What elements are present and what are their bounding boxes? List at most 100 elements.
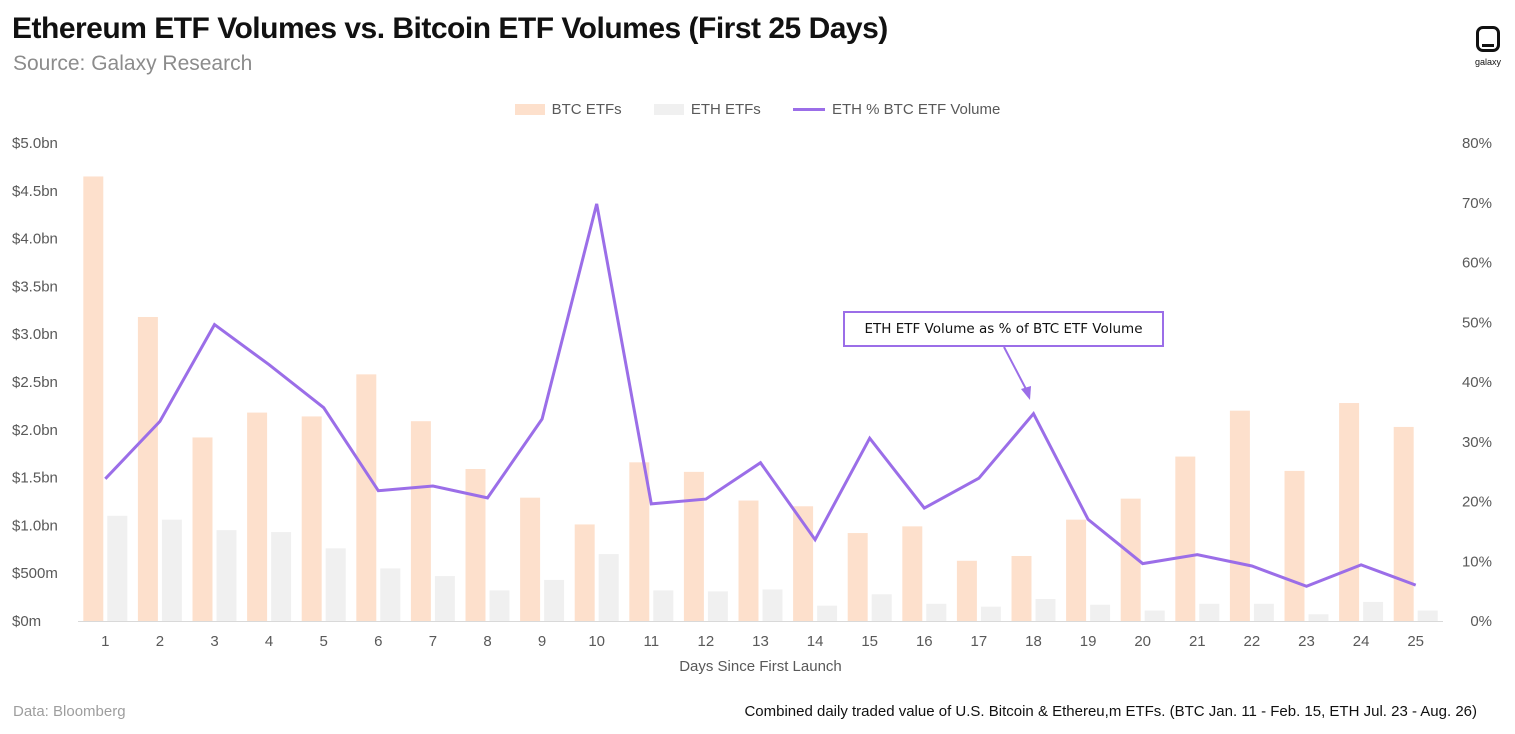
bar-eth xyxy=(325,548,346,621)
legend-label-ratio: ETH % BTC ETF Volume xyxy=(831,100,1001,118)
x-tick-label: 2 xyxy=(156,633,164,650)
x-tick-label: 3 xyxy=(210,633,218,650)
y-left-tick-label: $0m xyxy=(12,613,41,630)
x-tick-label: 17 xyxy=(971,633,988,650)
bar-btc xyxy=(1011,555,1032,621)
y-left-tick-label: $2.0bn xyxy=(12,422,58,439)
x-tick-label: 5 xyxy=(320,633,328,650)
y-left-tick-label: $2.5bn xyxy=(12,374,58,391)
bar-eth xyxy=(489,590,510,621)
bar-eth xyxy=(1363,601,1384,621)
y-left-tick-label: $4.0bn xyxy=(12,231,58,248)
legend-swatch-eth xyxy=(653,104,684,116)
footer-note: Combined daily traded value of U.S. Bitc… xyxy=(744,703,1477,720)
bar-eth xyxy=(380,568,401,621)
bar-btc xyxy=(1339,403,1360,621)
bar-btc xyxy=(1066,519,1087,621)
bar-btc xyxy=(83,176,104,621)
bar-btc xyxy=(1393,426,1414,621)
bar-eth xyxy=(980,606,1001,621)
y-left-tick-label: $3.5bn xyxy=(12,278,58,295)
x-tick-label: 13 xyxy=(752,633,769,650)
y-right-tick-label: 20% xyxy=(1462,494,1492,511)
bar-eth xyxy=(1035,599,1056,621)
bar-btc xyxy=(410,421,431,621)
bar-btc xyxy=(356,374,377,621)
x-tick-label: 23 xyxy=(1298,633,1315,650)
x-tick-label: 24 xyxy=(1353,633,1370,650)
bar-eth xyxy=(1253,603,1274,621)
annotation-arrowhead xyxy=(1021,386,1031,400)
y-right-tick-label: 0% xyxy=(1470,613,1492,630)
bar-eth xyxy=(1144,610,1165,621)
annotation-arrow xyxy=(1003,346,1028,392)
footer-data-source: Data: Bloomberg xyxy=(13,703,126,720)
y-right-tick-label: 80% xyxy=(1462,135,1492,152)
bar-eth xyxy=(271,532,292,621)
y-left-tick-label: $1.5bn xyxy=(12,470,58,487)
bar-btc xyxy=(1229,410,1250,621)
x-tick-label: 1 xyxy=(101,633,109,650)
x-tick-label: 14 xyxy=(807,633,824,650)
bar-eth xyxy=(871,594,892,621)
bar-btc xyxy=(793,506,814,621)
annotation-box: ETH ETF Volume as % of BTC ETF Volume xyxy=(843,311,1164,347)
bar-eth xyxy=(434,576,455,621)
legend-item-eth: ETH ETFs xyxy=(653,101,761,118)
y-left-tick-label: $3.0bn xyxy=(12,326,58,343)
bar-btc xyxy=(192,437,213,621)
legend-swatch-btc xyxy=(514,104,545,116)
bar-btc xyxy=(738,500,759,621)
bar-btc xyxy=(137,316,158,621)
x-tick-label: 15 xyxy=(861,633,878,650)
bar-btc xyxy=(847,533,868,621)
bar-eth xyxy=(653,590,674,621)
x-tick-label: 9 xyxy=(538,633,546,650)
bar-btc xyxy=(1175,456,1196,621)
bar-btc xyxy=(301,416,322,621)
bar-eth xyxy=(598,554,619,621)
galaxy-logo-text: galaxy xyxy=(1474,57,1501,67)
y-right-tick-label: 30% xyxy=(1462,434,1492,451)
galaxy-logo-icon xyxy=(1476,26,1500,52)
bar-btc xyxy=(1120,498,1141,621)
chart-subtitle: Source: Galaxy Research xyxy=(13,52,253,75)
x-tick-label: 18 xyxy=(1025,633,1042,650)
x-tick-label: 8 xyxy=(483,633,491,650)
legend-label-btc: BTC ETFs xyxy=(551,100,622,118)
y-right-tick-label: 40% xyxy=(1462,374,1492,391)
y-left-tick-label: $500m xyxy=(12,565,58,582)
x-tick-label: 11 xyxy=(644,633,660,650)
bar-eth xyxy=(1199,603,1220,621)
bar-eth xyxy=(161,519,182,621)
y-left-tick-label: $5.0bn xyxy=(12,135,58,152)
bar-btc xyxy=(683,471,704,621)
x-tick-label: 7 xyxy=(429,633,437,650)
bar-eth xyxy=(216,530,237,621)
x-tick-label: 10 xyxy=(588,633,605,650)
bar-eth xyxy=(707,591,728,621)
x-tick-label: 22 xyxy=(1244,633,1261,650)
galaxy-logo: galaxy xyxy=(1468,26,1510,70)
x-tick-label: 16 xyxy=(916,633,933,650)
bar-btc xyxy=(465,468,486,621)
x-tick-label: 25 xyxy=(1407,633,1424,650)
y-right-tick-label: 60% xyxy=(1462,255,1492,272)
bar-eth xyxy=(762,589,783,621)
bar-eth xyxy=(817,605,838,621)
bar-btc xyxy=(247,412,268,621)
bar-eth xyxy=(1417,610,1438,621)
bar-btc xyxy=(902,526,923,621)
bar-btc xyxy=(1284,470,1305,621)
y-right-tick-label: 50% xyxy=(1462,314,1492,331)
bar-btc xyxy=(520,497,541,621)
bar-btc xyxy=(629,462,650,621)
x-tick-label: 21 xyxy=(1189,633,1206,650)
x-axis-label: Days Since First Launch xyxy=(679,658,842,675)
x-tick-label: 12 xyxy=(698,633,715,650)
x-tick-label: 4 xyxy=(265,633,273,650)
x-tick-label: 19 xyxy=(1080,633,1097,650)
x-tick-label: 20 xyxy=(1134,633,1151,650)
y-right-tick-label: 10% xyxy=(1462,553,1492,570)
